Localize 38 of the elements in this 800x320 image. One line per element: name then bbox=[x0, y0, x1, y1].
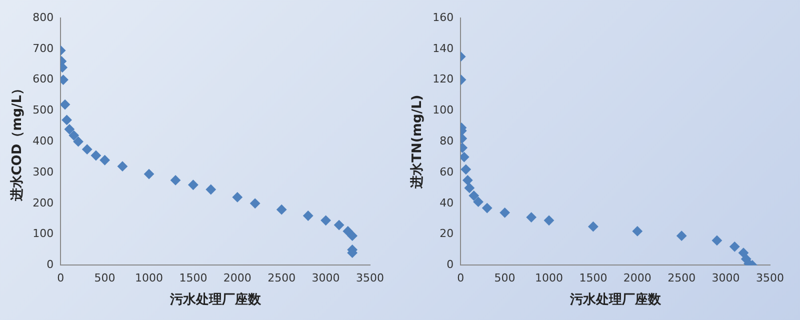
x-axis-title: 污水处理厂座数 bbox=[568, 292, 662, 308]
y-tick-label: 60 bbox=[440, 165, 454, 178]
x-tick-label: 3000 bbox=[312, 272, 340, 285]
x-tick-label: 2500 bbox=[268, 272, 296, 285]
y-tick-label: 400 bbox=[32, 134, 54, 148]
y-tick-label: 600 bbox=[32, 72, 54, 86]
y-tick-label: 80 bbox=[440, 134, 454, 148]
x-tick-label: 1500 bbox=[179, 272, 208, 285]
y-tick-label: 0 bbox=[446, 258, 454, 272]
y-tick-label: 100 bbox=[32, 227, 54, 240]
y-tick-label: 500 bbox=[32, 104, 54, 117]
y-tick-label: 0 bbox=[46, 258, 54, 272]
x-tick-label: 2000 bbox=[223, 272, 252, 285]
y-tick-label: 700 bbox=[32, 42, 54, 55]
x-tick-label: 3500 bbox=[356, 272, 384, 285]
y-axis-title: 进水COD（mg/L） bbox=[10, 82, 26, 202]
x-tick-label: 3500 bbox=[756, 272, 784, 285]
y-tick-label: 300 bbox=[32, 165, 54, 178]
x-tick-label: 500 bbox=[494, 272, 516, 285]
x-tick-label: 2000 bbox=[623, 272, 652, 285]
x-tick-label: 2500 bbox=[668, 272, 696, 285]
y-tick-label: 200 bbox=[32, 196, 54, 210]
y-tick-label: 40 bbox=[440, 196, 454, 210]
x-tick-label: 1000 bbox=[134, 272, 163, 285]
y-tick-label: 140 bbox=[432, 42, 454, 55]
x-tick-label: 1500 bbox=[579, 272, 608, 285]
x-tick-label: 0 bbox=[57, 272, 64, 285]
y-axis-title: 进水TN(mg/L) bbox=[410, 94, 426, 190]
x-axis-title: 污水处理厂座数 bbox=[168, 292, 262, 308]
y-tick-label: 120 bbox=[432, 72, 454, 86]
y-tick-label: 160 bbox=[432, 10, 454, 24]
y-tick-label: 100 bbox=[432, 104, 454, 117]
x-tick-label: 3000 bbox=[712, 272, 740, 285]
y-tick-label: 800 bbox=[32, 10, 54, 24]
x-tick-label: 1000 bbox=[534, 272, 563, 285]
y-tick-label: 20 bbox=[440, 227, 454, 240]
x-tick-label: 0 bbox=[457, 272, 464, 285]
x-tick-label: 500 bbox=[94, 272, 116, 285]
